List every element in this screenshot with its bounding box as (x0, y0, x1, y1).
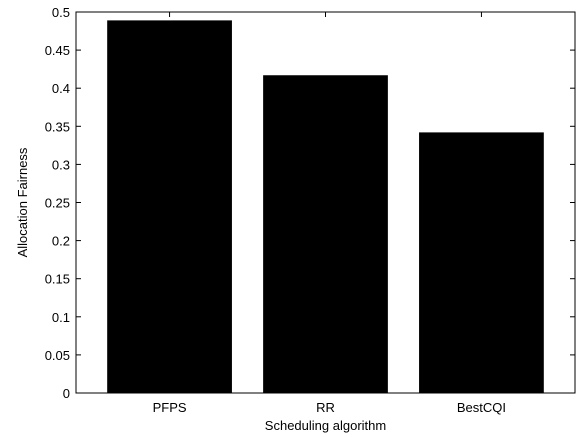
y-tick-label: 0.25 (45, 196, 70, 211)
x-tick-label: PFPS (153, 400, 187, 415)
x-tick-label: BestCQI (457, 400, 506, 415)
y-tick-label: 0 (63, 386, 70, 401)
y-tick-label: 0.5 (52, 5, 70, 20)
x-tick-label: RR (316, 400, 335, 415)
x-axis-ticks: PFPS RR BestCQI (153, 12, 506, 415)
y-axis-ticks: 0 0.05 0.1 0.15 0.2 0.25 0.3 0.35 0.4 0.45 0.5 (45, 5, 575, 401)
y-tick-label: 0.4 (52, 81, 70, 96)
y-tick-label: 0.15 (45, 272, 70, 287)
bars (107, 20, 544, 394)
x-axis-label: Scheduling algorithm (265, 418, 386, 433)
y-tick-label: 0.35 (45, 119, 70, 134)
y-tick-label: 0.05 (45, 348, 70, 363)
y-tick-label: 0.3 (52, 157, 70, 172)
bar-rr (263, 75, 388, 393)
bar-pfps (107, 20, 232, 394)
y-tick-label: 0.1 (52, 310, 70, 325)
y-axis-label: Allocation Fairness (15, 147, 30, 257)
y-tick-label: 0.2 (52, 234, 70, 249)
bar-bestcqi (419, 132, 544, 393)
y-tick-label: 0.45 (45, 43, 70, 58)
